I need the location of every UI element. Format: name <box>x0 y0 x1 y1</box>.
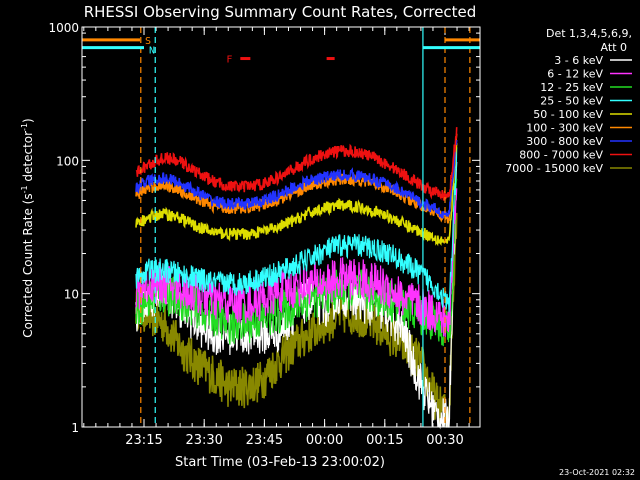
chart-title: RHESSI Observing Summary Count Rates, Co… <box>84 3 477 21</box>
x-tick-label: 00:30 <box>426 433 463 448</box>
x-tick-label: 00:00 <box>306 433 343 448</box>
legend-label: 3 - 6 keV <box>554 54 603 67</box>
y-axis-label-part: Corrected Count Rate (s <box>21 193 35 337</box>
saa-label: S <box>145 36 151 47</box>
legend-label: 800 - 7000 keV <box>519 149 603 162</box>
legend-label: 6 - 12 keV <box>547 68 603 81</box>
series-line <box>135 127 458 201</box>
x-tick-label: 23:30 <box>185 433 222 448</box>
x-axis-label: Start Time (03-Feb-13 23:00:02) <box>175 455 385 470</box>
flare-label: F <box>226 55 232 66</box>
y-axis-label-sup: -1 <box>20 123 29 131</box>
series-line <box>135 139 458 219</box>
series-line <box>135 188 458 338</box>
plot-frame <box>81 26 481 428</box>
x-tick-label: 23:15 <box>125 433 162 448</box>
legend-att: Att 0 <box>601 41 627 54</box>
y-tick-label: 1 <box>71 421 79 435</box>
y-axis-label: Corrected Count Rate (s-1 detector-1) <box>20 118 35 337</box>
series-line <box>135 147 458 313</box>
y-axis-label-part: ) <box>21 118 35 123</box>
y-tick-label: 100 <box>56 154 79 168</box>
legend-title: Det 1,3,4,5,6,9, <box>546 27 632 40</box>
timestamp: 23-Oct-2021 02:32 <box>559 468 635 477</box>
x-tick-label: 00:15 <box>366 433 403 448</box>
night-label: N <box>149 46 155 57</box>
series-group <box>135 127 458 430</box>
axes-group: 1 10 100 1000 23:15 23:30 23:45 00:00 00:15 00:30 <box>48 21 480 448</box>
legend-label: 12 - 25 keV <box>540 81 603 94</box>
legend-label: 7000 - 15000 keV <box>505 162 603 175</box>
y-axis-label-part: detector <box>21 131 35 186</box>
legend-label: 25 - 50 keV <box>540 95 603 108</box>
annotation-group: SN F <box>82 27 480 427</box>
legend-label: 50 - 100 keV <box>533 108 603 121</box>
x-tick-label: 23:45 <box>246 433 283 448</box>
y-tick-label: 1000 <box>48 21 79 35</box>
y-axis-label-sup: -1 <box>20 185 29 193</box>
legend-label: 100 - 300 keV <box>526 122 603 135</box>
y-tick-label: 10 <box>64 288 79 302</box>
legend-label: 300 - 800 keV <box>526 135 603 148</box>
series-line <box>135 143 458 247</box>
